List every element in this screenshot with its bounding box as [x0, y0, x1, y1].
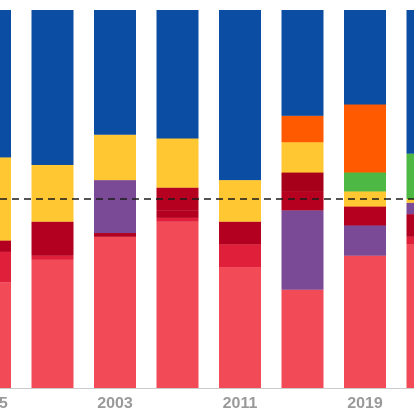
bar-segment-2011-series-1	[219, 244, 261, 268]
bar-segment-2003-series-3	[94, 180, 136, 234]
bar-segment-2003-series-9	[94, 10, 136, 135]
bar-segment-2019-series-4	[344, 206, 386, 226]
bar-segment-2007-series-1	[156, 217, 199, 222]
bar-segment-2023-series-9	[406, 10, 414, 154]
bar-segment-1995-series-2	[0, 240, 11, 252]
bar-segment-2007-series-0	[156, 221, 199, 388]
bar-segment-2023-series-0	[406, 244, 414, 388]
bar-segment-1999-series-2	[31, 221, 74, 256]
bar-segment-1995-series-0	[0, 282, 11, 388]
bar-segment-2003-series-0	[94, 236, 136, 388]
bar-segment-2023-series-2	[406, 214, 414, 237]
bar-segment-2023-series-3	[406, 202, 414, 215]
bar-segment-2019-series-8	[344, 104, 386, 173]
x-tick-label-2011: 2011	[223, 395, 258, 412]
bar-segment-2019-series-3	[344, 225, 386, 256]
bar-segment-2015-series-6	[281, 142, 324, 173]
x-tick-label-1995: 1995	[0, 395, 8, 412]
bar-segment-2015-series-9	[281, 10, 324, 116]
bar-segment-2023-series-6	[406, 199, 414, 203]
bar-segment-2011-series-9	[219, 10, 261, 181]
bar-segment-1995-series-9	[0, 10, 11, 158]
bar-segment-2019-series-0	[344, 255, 386, 388]
bar-segment-2011-series-0	[219, 267, 261, 388]
bar-segment-2023-series-1	[406, 236, 414, 245]
bar-segment-2007-series-4	[156, 187, 199, 211]
bar-segment-1995-series-1	[0, 251, 11, 283]
bar-segment-2007-series-2	[156, 210, 199, 218]
bar-segment-1999-series-9	[31, 10, 74, 165]
bar-segment-2015-series-5	[281, 172, 324, 192]
bar-segment-2015-series-4	[281, 191, 324, 211]
x-tick-label-2003: 2003	[97, 395, 133, 412]
bar-segment-2007-series-6	[156, 138, 199, 188]
bar-segment-2011-series-2	[219, 221, 261, 245]
bar-segment-1999-series-0	[31, 259, 74, 388]
bar-segment-2023-series-7	[406, 153, 414, 199]
bar-segment-2019-series-9	[344, 10, 386, 105]
bar-segment-2007-series-9	[156, 10, 199, 139]
bar-segment-2015-series-8	[281, 115, 324, 143]
tick-labels-layer: 1995 2003 2011 2019	[0, 395, 383, 412]
bar-segment-1999-series-1	[31, 255, 74, 260]
bar-segment-2015-series-0	[281, 289, 324, 388]
bars-layer	[0, 10, 414, 388]
bar-segment-2003-series-2	[94, 233, 136, 237]
bar-segment-2019-series-7	[344, 172, 386, 192]
bar-segment-2003-series-6	[94, 134, 136, 181]
bar-segment-2011-series-6	[219, 180, 261, 222]
bar-segment-1999-series-6	[31, 164, 74, 222]
x-tick-label-2019: 2019	[347, 395, 383, 412]
bar-segment-2015-series-3	[281, 210, 324, 290]
